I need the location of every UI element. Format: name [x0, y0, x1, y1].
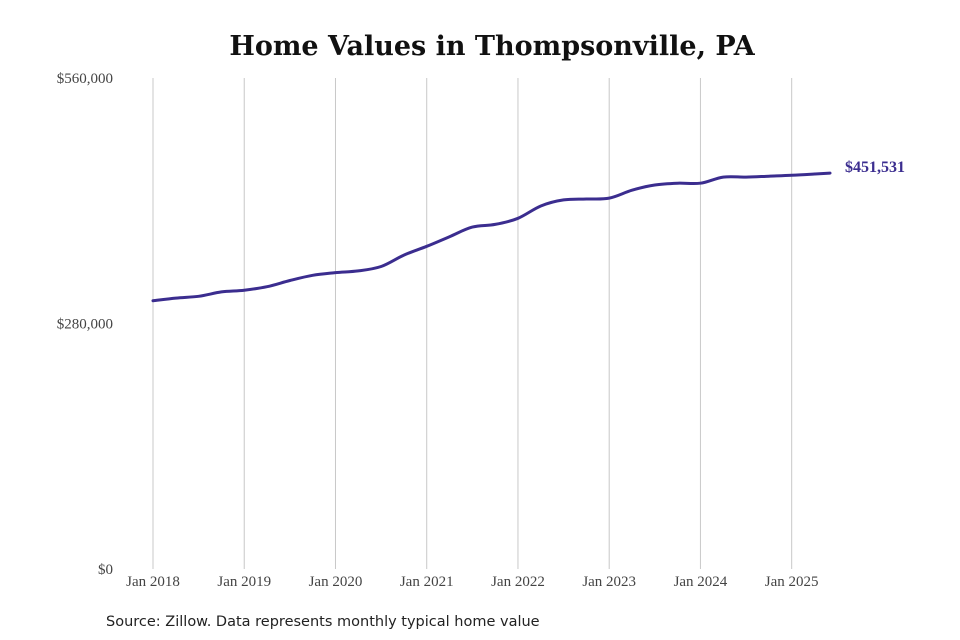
y-axis: $0 $280,000 $560,000: [57, 71, 113, 578]
x-tick-label: Jan 2023: [582, 574, 636, 590]
x-tick-label: Jan 2022: [491, 574, 545, 590]
y-tick-label: $280,000: [57, 317, 113, 333]
y-tick-label: $560,000: [57, 71, 113, 87]
series-line: [151, 171, 832, 303]
chart-title: Home Values in Thompsonville, PA: [229, 31, 755, 62]
latest-value-label: $451,531: [845, 159, 905, 176]
y-tick-label: $0: [98, 562, 113, 578]
x-tick-label: Jan 2025: [765, 574, 819, 590]
gridlines: [152, 78, 793, 569]
x-axis: Jan 2018 Jan 2019 Jan 2020 Jan 2021 Jan 2022…: [126, 574, 818, 590]
x-tick-label: Jan 2021: [400, 574, 454, 590]
x-tick-label: Jan 2024: [674, 574, 728, 590]
x-tick-label: Jan 2018: [126, 574, 180, 590]
x-tick-label: Jan 2020: [309, 574, 363, 590]
x-tick-label: Jan 2019: [217, 574, 271, 590]
source-note: Source: Zillow. Data represents monthly …: [106, 614, 540, 630]
